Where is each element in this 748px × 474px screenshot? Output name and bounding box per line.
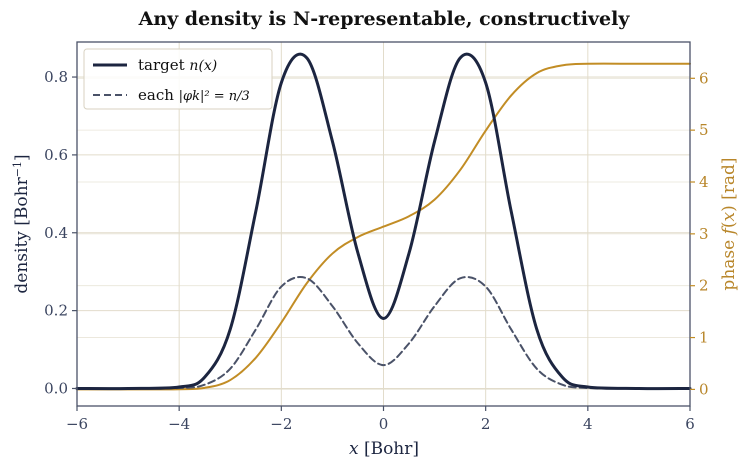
legend-label-target: target n(x): [138, 56, 217, 74]
legend: target n(x) each |φk|² = n/3: [83, 48, 273, 110]
legend-label-each: each |φk|² = n/3: [138, 86, 250, 104]
x-tick-label: −4: [168, 415, 190, 433]
y-axis-label-right: phase f(x) [rad]: [719, 157, 739, 290]
y-tick-label-right: 3: [699, 225, 709, 243]
y-axis-label-left: density [Bohr−1]: [11, 154, 33, 293]
y-tick-label-left: 0.8: [44, 68, 68, 86]
x-tick-label: 6: [685, 415, 695, 433]
y-tick-label-right: 0: [699, 380, 709, 398]
x-tick-label: 4: [583, 415, 593, 433]
chart-title: Any density is N-representable, construc…: [138, 8, 631, 30]
series-layer: [75, 52, 692, 391]
x-tick-label: 2: [481, 415, 491, 433]
x-tick-label: 0: [379, 415, 389, 433]
y-tick-label-right: 5: [699, 121, 709, 139]
x-tick-label: −2: [270, 415, 292, 433]
x-axis-label: x [Bohr]: [349, 439, 419, 459]
series-line-each: [76, 276, 691, 390]
y-tick-label-left: 0.2: [44, 302, 68, 320]
series-line-target: [75, 52, 692, 391]
ticks-layer: −6 −4 −2 0 2 4 6 0.0 0.2 0.4 0.6 0.8 0 1 2 3 4 5 6: [44, 68, 708, 433]
y-tick-label-left: 0.6: [44, 146, 68, 164]
x-tick-label: −6: [66, 415, 88, 433]
legend-box: [83, 48, 273, 110]
y-tick-label-right: 6: [699, 69, 709, 87]
y-tick-label-right: 2: [699, 277, 709, 295]
y-tick-label-left: 0.0: [44, 379, 68, 397]
y-tick-label-left: 0.4: [44, 224, 68, 242]
y-tick-label-right: 1: [699, 329, 709, 347]
series-line-phase: [76, 62, 691, 391]
y-tick-label-right: 4: [699, 173, 709, 191]
